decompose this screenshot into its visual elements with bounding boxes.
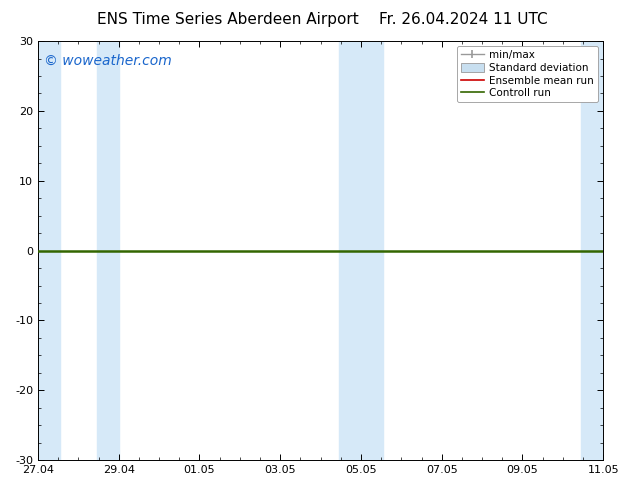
Bar <box>581 41 603 460</box>
Text: ENS Time Series Aberdeen Airport: ENS Time Series Aberdeen Airport <box>98 12 359 27</box>
Bar <box>38 41 60 460</box>
Legend: min/max, Standard deviation, Ensemble mean run, Controll run: min/max, Standard deviation, Ensemble me… <box>456 46 598 102</box>
Text: © woweather.com: © woweather.com <box>44 53 171 68</box>
Bar <box>339 41 383 460</box>
Bar <box>96 41 119 460</box>
Text: Fr. 26.04.2024 11 UTC: Fr. 26.04.2024 11 UTC <box>378 12 547 27</box>
